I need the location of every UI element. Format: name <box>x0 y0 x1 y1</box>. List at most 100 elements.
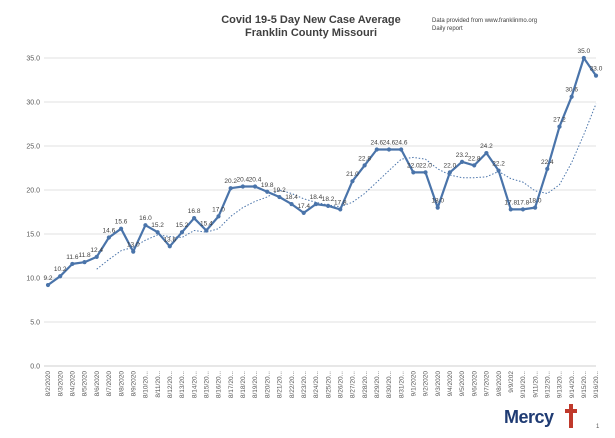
y-tick-label: 0.0 <box>30 364 40 371</box>
data-point <box>167 244 172 249</box>
data-label: 17.8 <box>504 199 517 206</box>
x-tick-label: 8/6/2020 <box>94 371 101 397</box>
data-point <box>228 186 233 191</box>
x-tick-label: 8/16/20... <box>216 371 223 398</box>
data-label: 35.0 <box>577 48 590 55</box>
x-tick-label: 8/8/2020 <box>118 371 125 397</box>
data-label: 18.0 <box>431 198 444 205</box>
x-tick-label: 8/2/2020 <box>45 371 52 397</box>
data-label: 18.4 <box>310 194 323 201</box>
data-label: 24.2 <box>480 143 493 150</box>
data-label: 22.8 <box>358 155 371 162</box>
x-tick-label: 8/4/2020 <box>70 371 77 397</box>
x-tick-label: 9/4/2020 <box>447 371 454 397</box>
y-axis-ticks: 0.0 5.0 10.0 15.0 20.0 25.0 30.0 35.0 <box>26 56 40 371</box>
data-point <box>569 94 574 99</box>
x-tick-label: 9/8/2020 <box>496 371 503 397</box>
y-tick-label: 20.0 <box>26 188 40 195</box>
cross-icon <box>565 404 577 428</box>
data-point <box>593 73 599 78</box>
data-label: 18.4 <box>285 194 298 201</box>
y-tick-label: 15.0 <box>26 232 40 239</box>
y-tick-label: 10.0 <box>26 276 40 283</box>
y-tick-label: 25.0 <box>26 144 40 151</box>
x-tick-label: 9/9/202 <box>508 371 515 393</box>
data-label: 18.2 <box>322 196 335 203</box>
data-point <box>325 203 331 208</box>
data-label: 22.8 <box>468 155 481 162</box>
data-point <box>350 179 355 184</box>
chart-subtitle: Franklin County Missouri <box>244 27 377 39</box>
series-line <box>47 56 597 286</box>
x-tick-label: 8/26/20... <box>337 371 344 398</box>
data-point <box>484 150 489 156</box>
data-point <box>94 254 99 259</box>
data-point <box>508 207 513 212</box>
data-label: 11.8 <box>78 252 91 259</box>
data-label: 33.0 <box>590 66 603 73</box>
x-tick-label: 8/7/2020 <box>106 371 113 397</box>
chart-title: Covid 19-5 Day New Case Average Franklin… <box>196 14 426 40</box>
gridlines <box>44 57 596 367</box>
data-point <box>265 189 270 194</box>
trendline-group <box>96 103 597 270</box>
series-group <box>45 55 599 288</box>
data-point <box>143 223 148 228</box>
x-tick-label: 8/12/20... <box>167 371 174 398</box>
data-label: 15.6 <box>115 219 128 226</box>
x-tick-label: 8/3/2020 <box>57 371 64 397</box>
data-point <box>277 194 282 200</box>
y-tick-label: 5.0 <box>30 320 40 327</box>
x-tick-label: 9/2/2020 <box>423 371 430 397</box>
data-point <box>435 205 440 210</box>
data-label: 22.0 <box>407 162 420 169</box>
x-tick-label: 8/25/20... <box>325 371 332 398</box>
data-label: 20.4 <box>237 176 250 183</box>
x-tick-label: 9/11/20... <box>532 371 539 398</box>
data-point <box>131 249 136 254</box>
data-label: 13.0 <box>127 242 140 249</box>
data-point <box>423 170 428 175</box>
data-label: 16.8 <box>188 208 201 215</box>
data-point <box>216 214 221 219</box>
data-label: 10.2 <box>54 266 67 273</box>
x-tick-label: 9/16/20... <box>593 371 600 398</box>
data-source-line1: Data provided from www.franklinmo.org <box>432 18 538 24</box>
data-source-line2: Daily report <box>432 26 463 32</box>
data-point <box>399 147 404 152</box>
data-label: 15.2 <box>151 222 164 229</box>
data-point <box>204 228 209 233</box>
data-point <box>459 159 465 164</box>
data-label: 11.6 <box>66 254 79 261</box>
data-label: 23.2 <box>456 152 469 159</box>
data-label: 22.0 <box>444 162 457 169</box>
data-label: 15.2 <box>176 222 189 229</box>
data-label: 24.6 <box>370 140 383 147</box>
data-label: 17.4 <box>297 203 310 210</box>
data-label: 27.2 <box>553 117 566 124</box>
data-point <box>411 170 416 175</box>
data-point <box>289 201 294 207</box>
data-labels: 9.210.211.6 11.812.414.615.613.016.015.21… <box>43 48 602 282</box>
data-point <box>545 166 550 171</box>
x-tick-label: 9/14/20... <box>569 371 576 398</box>
data-label: 18.0 <box>529 198 542 205</box>
data-label: 20.4 <box>249 176 262 183</box>
data-label: 22.4 <box>541 159 554 166</box>
x-tick-label: 9/6/2020 <box>471 371 478 397</box>
data-label: 19.8 <box>261 182 274 189</box>
data-label: 17.8 <box>334 199 347 206</box>
chart-title-line1: Covid 19-5 Day New Case Average <box>221 14 401 26</box>
data-point <box>70 261 75 267</box>
x-tick-label: 9/15/20... <box>581 371 588 398</box>
data-label: 9.2 <box>43 275 52 282</box>
x-tick-label: 8/28/20... <box>362 371 369 398</box>
x-tick-label: 9/1/2020 <box>411 371 418 397</box>
data-point <box>45 282 51 288</box>
x-tick-label: 8/24/20... <box>313 371 320 398</box>
data-label: 13.6 <box>163 236 176 243</box>
data-point <box>386 147 392 152</box>
x-tick-label: 8/18/20... <box>240 371 247 398</box>
x-tick-label: 9/10/20... <box>520 371 527 398</box>
